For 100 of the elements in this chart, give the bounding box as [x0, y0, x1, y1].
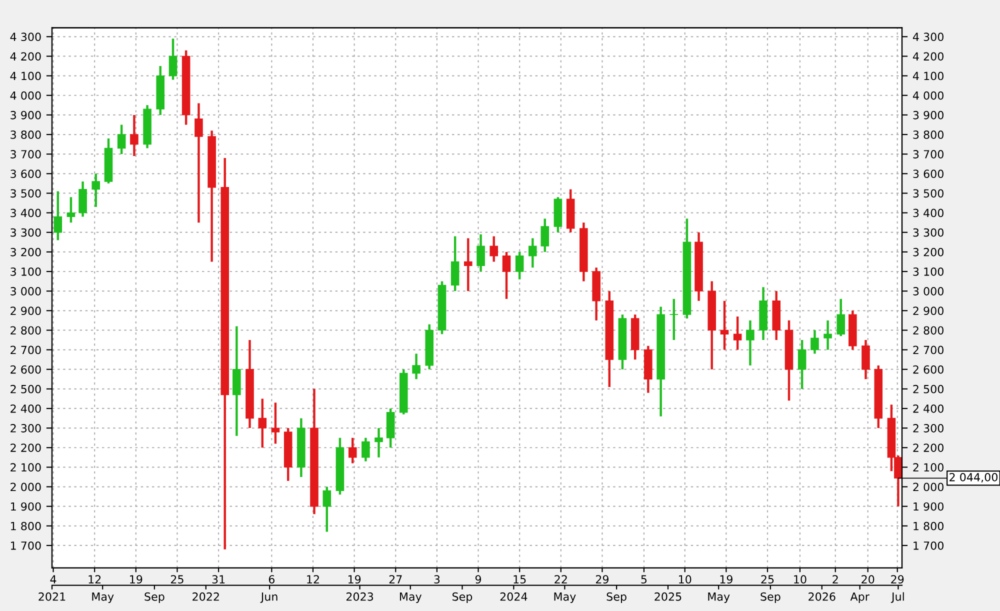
y2-tick-label: 2 600 [913, 365, 944, 374]
x2-tick-label: Jul [890, 592, 904, 603]
candlestick [54, 190, 62, 242]
x-tick-label: 19 [720, 575, 732, 584]
y-tick-label: 1 800 [10, 522, 41, 530]
x-tick-label: 31 [212, 575, 225, 584]
x-tick-label: 19 [130, 575, 142, 584]
x2-tick-label: Sep [606, 592, 626, 603]
x2-tick-label: May [554, 592, 576, 603]
x-tick-label: 3 [434, 575, 440, 584]
candlestick [271, 402, 280, 445]
x-tick-label: 12 [88, 575, 101, 584]
y2-tick-label: 1 700 [914, 541, 944, 550]
candlestick [836, 298, 846, 338]
candlestick [540, 218, 550, 254]
y-tick-label: 2 800 [10, 326, 41, 335]
x2-tick-label: Apr [850, 592, 870, 603]
x-tick-label: 27 [389, 575, 402, 584]
y-tick-label: 2 300 [10, 424, 41, 432]
candlestick [78, 180, 87, 218]
candlestick [746, 319, 754, 367]
y2-tick-label: 2 300 [913, 424, 944, 432]
x2-tick-label: Sep [760, 592, 780, 603]
x2-tick-label: 2026 [808, 592, 836, 601]
y2-tick-label: 4 000 [912, 91, 944, 100]
x-tick-label: 4 [50, 575, 56, 584]
y-tick-label: 2 600 [10, 365, 41, 374]
y2-tick-label: 4 300 [912, 32, 944, 42]
y2-tick-label: 3 100 [913, 267, 944, 276]
candlestick [258, 398, 267, 449]
x-tick-label: 15 [514, 575, 526, 584]
y2-tick-label: 2 400 [913, 404, 944, 413]
y-tick-label: 3 200 [10, 248, 41, 256]
candlestick [476, 233, 485, 273]
y2-tick-label: 2 100 [913, 463, 944, 472]
candlestick [348, 436, 357, 464]
x2-tick-label: Sep [452, 592, 472, 603]
y2-tick-label: 3 500 [913, 189, 944, 198]
y-tick-label: 3 100 [10, 267, 41, 276]
y-tick-label: 2 400 [10, 404, 41, 413]
x2-tick-label: May [708, 592, 730, 603]
x-tick-label: 10 [794, 575, 806, 584]
x2-tick-label: 2023 [346, 592, 374, 601]
y-tick-label: 2 000 [10, 482, 41, 492]
y-tick-label: 4 000 [10, 91, 41, 100]
x2-tick-label: 2025 [654, 592, 682, 601]
y2-tick-label: 3 600 [913, 170, 944, 178]
y-tick-label: 1 700 [10, 541, 41, 550]
y2-tick-label: 3 200 [913, 248, 944, 256]
candlestick [720, 300, 729, 351]
x2-tick-label: Jun [260, 592, 278, 603]
candlestick [810, 329, 819, 355]
candlestick [168, 38, 178, 81]
candlestick [490, 235, 498, 263]
candlestick [528, 237, 537, 269]
y2-tick-label: 3 000 [913, 287, 944, 296]
y-tick-label: 3 300 [10, 228, 41, 237]
y2-tick-label: 2 800 [913, 326, 944, 335]
candlestick [515, 250, 524, 280]
x-tick-label: 19 [348, 575, 361, 584]
x-tick-label: 12 [307, 575, 319, 584]
y2-tick-label: 3 300 [913, 228, 944, 237]
candlestick [374, 426, 383, 459]
y2-tick-label: 2 900 [913, 306, 944, 316]
candlestick [92, 172, 100, 208]
candlestick [733, 315, 742, 351]
y2-tick-label: 2 200 [913, 444, 944, 452]
candlestick [464, 237, 472, 292]
y-tick-label: 2 200 [10, 444, 41, 452]
y2-tick-label: 3 400 [913, 208, 944, 218]
x-tick-label: 20 [862, 575, 874, 584]
y-tick-label: 3 800 [10, 130, 41, 139]
candlestick [117, 124, 126, 156]
annotation: 2 044,00 [950, 472, 998, 483]
x2-tick-label: 2021 [38, 592, 66, 601]
x-tick-label: 10 [679, 575, 692, 584]
x-tick-label: 25 [761, 575, 774, 584]
candlestick [502, 250, 511, 300]
y-tick-label: 4 300 [10, 32, 41, 42]
x-tick-label: 29 [596, 575, 609, 584]
x2-tick-label: 2024 [500, 592, 528, 601]
y-tick-label: 3 900 [10, 110, 41, 120]
x-tick-label: 25 [170, 575, 184, 584]
x2-tick-label: Sep [144, 592, 164, 603]
y2-tick-label: 2 500 [913, 384, 944, 394]
y2-tick-label: 2 000 [913, 482, 944, 492]
y-tick-label: 3 400 [10, 208, 41, 218]
y-tick-label: 2 500 [10, 384, 41, 394]
y2-tick-label: 3 700 [913, 150, 944, 158]
y-tick-label: 3 500 [10, 189, 41, 198]
y-tick-label: 3 700 [10, 150, 41, 158]
y2-tick-label: 4 200 [912, 52, 944, 61]
candlestick [412, 352, 420, 380]
candlestick [194, 102, 203, 224]
y2-tick-label: 2 700 [913, 346, 944, 354]
y-tick-label: 3 600 [10, 170, 41, 178]
x-tick-label: 29 [891, 575, 904, 584]
y2-tick-label: 3 800 [913, 130, 944, 139]
candlestick [450, 235, 460, 292]
candlestick [862, 338, 870, 380]
